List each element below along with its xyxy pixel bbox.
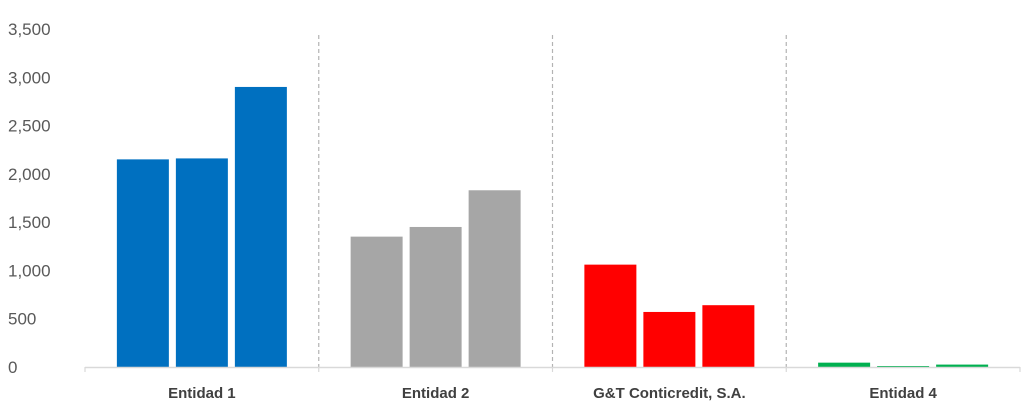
bars [116, 86, 989, 367]
bar [936, 364, 989, 367]
y-tick-label: 1,500 [8, 213, 51, 232]
bar [409, 226, 462, 367]
bar [702, 305, 755, 367]
bar [818, 362, 871, 367]
y-tick-label: 3,000 [8, 68, 51, 87]
x-tick-label: G&T Conticredit, S.A. [593, 385, 746, 402]
y-tick-label: 2,500 [8, 117, 51, 136]
bar [643, 311, 696, 367]
bar [877, 366, 930, 367]
y-tick-label: 2,000 [8, 165, 51, 184]
bar [350, 236, 403, 367]
x-tick-label: Entidad 4 [869, 385, 937, 402]
y-tick-label: 3,500 [8, 20, 51, 39]
bar [584, 264, 637, 367]
bar [116, 159, 169, 367]
x-tick-label: Entidad 1 [168, 385, 236, 402]
y-tick-label: 0 [8, 358, 17, 377]
bar [234, 86, 287, 367]
bar [175, 158, 228, 367]
bar [468, 190, 521, 367]
y-tick-label: 1,000 [8, 261, 51, 280]
category-labels: Entidad 1 Entidad 2 G&T Conticredit, S.A. E… [168, 385, 937, 402]
x-axis [84, 366, 1021, 372]
y-axis: 0 500 1,000 1,500 2,000 2,500 3,000 3,500 [8, 20, 51, 377]
x-tick-label: Entidad 2 [402, 385, 470, 402]
y-tick-label: 500 [8, 310, 36, 329]
